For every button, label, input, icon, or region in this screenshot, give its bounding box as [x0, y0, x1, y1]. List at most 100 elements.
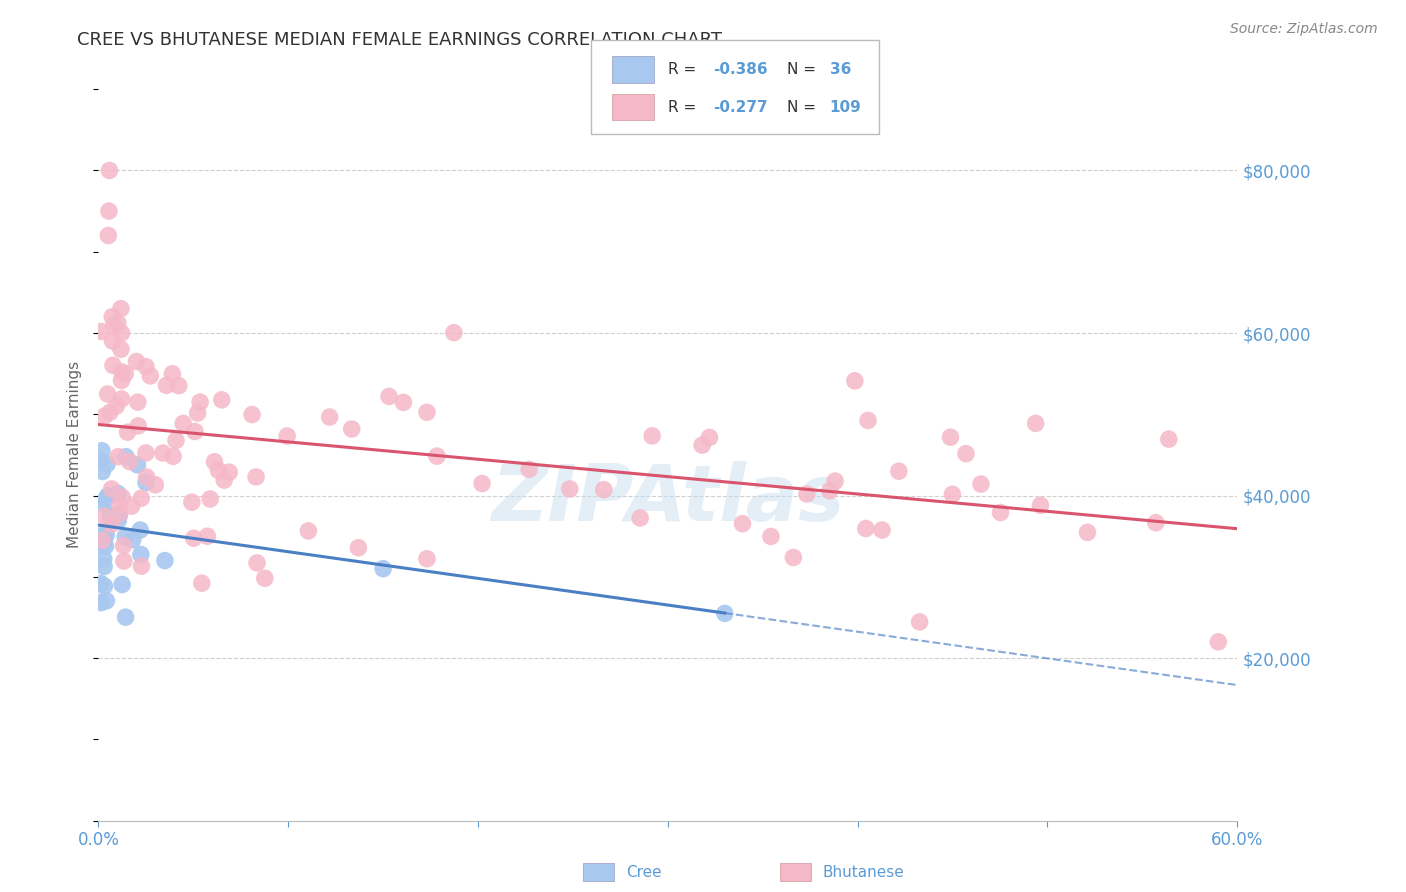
Point	[110, 326, 132, 340]
Point	[195, 529, 218, 543]
Point	[641, 429, 664, 443]
Point	[114, 610, 136, 624]
Point	[110, 392, 132, 406]
Text: N =: N =	[787, 100, 821, 114]
Point	[340, 422, 363, 436]
Point	[218, 465, 240, 479]
Point	[94, 492, 117, 507]
Point	[101, 334, 124, 348]
Point	[131, 559, 153, 574]
Point	[628, 511, 651, 525]
Point	[240, 408, 263, 422]
Point	[107, 513, 129, 527]
Point	[94, 539, 117, 553]
Point	[125, 354, 148, 368]
Point	[887, 464, 910, 478]
Point	[129, 548, 152, 562]
Point	[908, 615, 931, 629]
Point	[517, 462, 540, 476]
Point	[183, 531, 205, 545]
Point	[112, 539, 135, 553]
Point	[1157, 432, 1180, 446]
Point	[118, 455, 141, 469]
Point	[90, 596, 112, 610]
Point	[731, 516, 754, 531]
Point	[198, 491, 221, 506]
Point	[699, 430, 721, 444]
Point	[121, 499, 143, 513]
Point	[347, 541, 370, 555]
Point	[115, 450, 138, 464]
Point	[318, 410, 340, 425]
Point	[100, 509, 122, 524]
Point	[107, 450, 129, 464]
Point	[91, 537, 114, 551]
Point	[1025, 417, 1047, 431]
Point	[855, 521, 877, 535]
Text: ZIPAtlas: ZIPAtlas	[491, 461, 845, 537]
Point	[690, 438, 713, 452]
Point	[844, 374, 866, 388]
Point	[112, 554, 135, 568]
Point	[191, 576, 214, 591]
Text: N =: N =	[787, 62, 821, 77]
Point	[165, 434, 187, 448]
Point	[97, 490, 120, 504]
Text: CREE VS BHUTANESE MEDIAN FEMALE EARNINGS CORRELATION CHART: CREE VS BHUTANESE MEDIAN FEMALE EARNINGS…	[77, 31, 723, 49]
Point	[111, 365, 134, 379]
Point	[110, 374, 132, 388]
Text: Cree: Cree	[626, 865, 661, 880]
Point	[96, 528, 118, 542]
Point	[121, 533, 143, 547]
Point	[162, 367, 184, 381]
Point	[100, 482, 122, 496]
Point	[558, 482, 581, 496]
Text: R =: R =	[668, 100, 702, 114]
Text: -0.386: -0.386	[713, 62, 768, 77]
Point	[111, 577, 134, 591]
Point	[101, 310, 124, 324]
Point	[172, 417, 194, 431]
Point	[97, 387, 120, 401]
Point	[592, 483, 614, 497]
Point	[90, 325, 112, 339]
Point	[110, 343, 132, 357]
Point	[93, 509, 115, 524]
Point	[152, 446, 174, 460]
Point	[93, 527, 115, 541]
Point	[93, 552, 115, 566]
Point	[129, 523, 152, 537]
Text: R =: R =	[668, 62, 702, 77]
Point	[91, 533, 114, 548]
Point	[184, 425, 207, 439]
Point	[91, 532, 114, 546]
Point	[759, 529, 782, 543]
Point	[127, 418, 149, 433]
Point	[162, 450, 184, 464]
Point	[135, 475, 157, 490]
Point	[371, 562, 394, 576]
Point	[939, 430, 962, 444]
Point	[105, 399, 128, 413]
Point	[91, 443, 114, 458]
Text: 109: 109	[830, 100, 862, 114]
Point	[870, 523, 893, 537]
Point	[90, 576, 112, 591]
Point	[103, 318, 125, 332]
Point	[188, 395, 211, 409]
Text: -0.277: -0.277	[713, 100, 768, 114]
Point	[818, 483, 841, 498]
Point	[955, 447, 977, 461]
Point	[97, 228, 120, 243]
Point	[135, 470, 157, 484]
Point	[204, 455, 226, 469]
Point	[990, 506, 1012, 520]
Point	[824, 474, 846, 488]
Y-axis label: Median Female Earnings: Median Female Earnings	[67, 361, 83, 549]
Text: Bhutanese: Bhutanese	[823, 865, 904, 880]
Point	[443, 326, 465, 340]
Point	[117, 425, 139, 440]
Point	[114, 530, 136, 544]
Point	[114, 367, 136, 381]
Point	[98, 163, 121, 178]
